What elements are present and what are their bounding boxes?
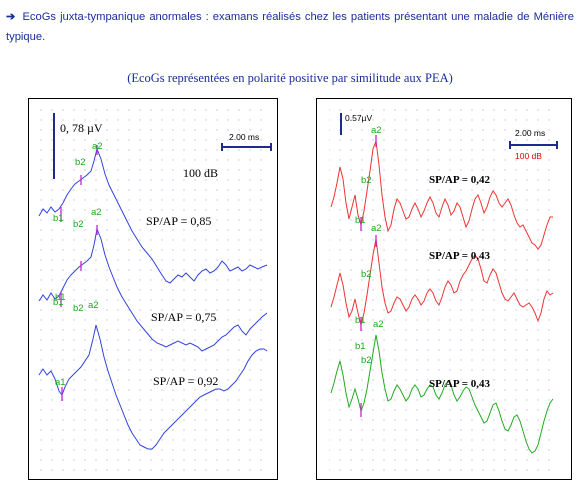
left-trace-2 [38,227,268,352]
left-ratio-3: SP/AP = 0,92 [153,374,218,388]
right-level-label: 100 dB [515,151,542,161]
right-time-label: 2.00 ms [515,128,545,138]
right-ecog-figure: 0.57µV 2.00 ms 100 dB b1 b2 a2 b1 b2 a2 … [329,107,559,471]
left-amplitude-label: 0, 78 µV [60,121,103,135]
right-peak-b2-3: b2 [361,355,372,366]
left-peak-b1-3: b1 [55,292,66,303]
left-ecog-figure: 0, 78 µV 2.00 ms 100 dB b1 b2 a2 b1 b2 a… [38,107,272,471]
right-amplitude-label: 0.57µV [345,113,372,123]
left-peak-b2-1: b2 [75,157,86,168]
right-trace-1 [330,140,553,250]
right-peak-b1-3: b1 [355,341,366,352]
left-markers [60,145,98,401]
right-peak-a2-3: a2 [373,319,384,330]
right-ecog-panel: 0.57µV 2.00 ms 100 dB b1 b2 a2 b1 b2 a2 … [316,98,572,480]
left-peak-b1-1: b1 [53,213,64,224]
intro-paragraph: ➔ EcoGs juxta-tympanique anormales : exa… [6,7,574,47]
left-ratio-2: SP/AP = 0,75 [151,310,216,324]
right-ratio-2: SP/AP = 0,43 [429,250,490,262]
left-trace-3 [38,324,268,450]
left-peak-a2-3: a2 [88,300,99,311]
polarity-note: (EcoGs représentées en polarité positive… [127,71,453,85]
right-peak-a2-1: a2 [371,125,382,136]
right-peak-b1-2: b1 [355,315,366,326]
right-trace-2 [330,238,554,326]
right-markers [360,135,377,417]
left-peak-a2-2: a2 [91,207,102,218]
left-grid [39,107,267,471]
right-peak-a2-2: a2 [371,223,382,234]
right-peak-b1-1: b1 [355,215,366,226]
right-peak-b2-2: b2 [361,269,372,280]
intro-text: EcoGs juxta-tympanique anormales : exama… [6,11,574,43]
arrow-icon: ➔ [6,11,16,23]
left-peak-b2-2: b2 [73,219,84,230]
left-ecog-panel: 0, 78 µV 2.00 ms 100 dB b1 b2 a2 b1 b2 a… [28,98,278,480]
left-peak-b1-2: b1 [53,297,64,308]
right-trace-3 [330,334,554,454]
left-peak-a2-1: a2 [92,141,103,152]
right-peak-b2-1: b2 [361,175,372,186]
left-peak-b2-3: b2 [73,303,84,314]
right-ratio-1: SP/AP = 0,42 [429,174,490,186]
left-ratio-1: SP/AP = 0,85 [146,214,211,228]
right-ratio-3: SP/AP = 0,43 [429,378,490,390]
left-trace-1 [38,147,268,284]
left-time-label: 2.00 ms [229,132,259,142]
left-level-label: 100 dB [183,166,218,180]
left-peak-a1-3: a1 [55,377,66,388]
